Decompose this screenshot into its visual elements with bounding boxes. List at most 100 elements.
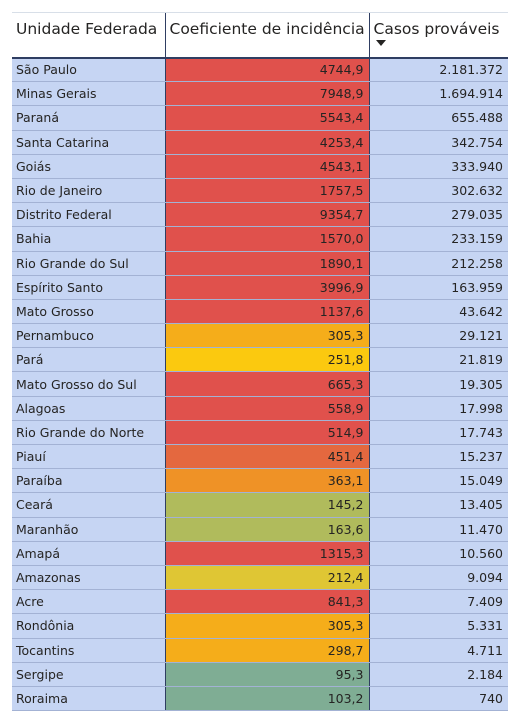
cell-casos: 4.711 (369, 638, 508, 663)
cell-casos: 21.819 (369, 347, 508, 373)
cell-coef: 363,1 (164, 468, 370, 494)
cell-casos: 17.743 (369, 420, 508, 446)
table-row[interactable]: Rondônia 305,3 5.331 (12, 613, 508, 639)
cell-coef: 5543,4 (164, 105, 370, 131)
column-header-uf-label: Unidade Federada (16, 20, 158, 38)
cell-uf: Tocantins (12, 638, 165, 663)
cell-coef: 251,8 (164, 347, 370, 373)
cell-uf: Minas Gerais (12, 81, 165, 107)
cell-coef: 1757,5 (164, 178, 370, 204)
table-row[interactable]: Mato Grosso do Sul 665,3 19.305 (12, 371, 508, 397)
cell-uf: Amapá (12, 541, 165, 566)
cell-uf: Mato Grosso (12, 299, 165, 325)
cell-uf: Mato Grosso do Sul (12, 371, 165, 397)
table-row[interactable]: Roraima 103,2 740 (12, 686, 508, 712)
column-header-casos[interactable]: Casos prováveis (368, 12, 508, 59)
cell-coef: 1315,3 (164, 541, 370, 566)
cell-coef: 3996,9 (164, 275, 370, 300)
table-row[interactable]: Sergipe 95,3 2.184 (12, 662, 508, 687)
cell-coef: 145,2 (164, 492, 370, 518)
cell-coef: 451,4 (164, 444, 370, 470)
cell-casos: 11.470 (369, 517, 508, 542)
column-header-coef-label: Coeficiente de incidência (169, 20, 365, 38)
cell-uf: Maranhão (12, 517, 165, 542)
table-row[interactable]: Rio Grande do Norte 514,9 17.743 (12, 420, 508, 446)
cell-coef: 4744,9 (164, 57, 370, 83)
cell-casos: 9.094 (369, 565, 508, 591)
data-table-visual: Unidade Federada Coeficiente de incidênc… (12, 12, 508, 712)
table-row[interactable]: São Paulo 4744,9 2.181.372 (12, 57, 508, 83)
cell-uf: Roraima (12, 686, 165, 712)
cell-uf: Goiás (12, 154, 165, 179)
table-row[interactable]: Tocantins 298,7 4.711 (12, 638, 508, 663)
cell-uf: Bahia (12, 226, 165, 252)
cell-coef: 4253,4 (164, 130, 370, 155)
table-row[interactable]: Rio Grande do Sul 1890,1 212.258 (12, 251, 508, 276)
cell-uf: Ceará (12, 492, 165, 518)
cell-coef: 163,6 (164, 517, 370, 542)
table-row[interactable]: Espírito Santo 3996,9 163.959 (12, 275, 508, 300)
cell-uf: Pará (12, 347, 165, 373)
column-header-casos-label: Casos prováveis (373, 20, 500, 38)
table-row[interactable]: Bahia 1570,0 233.159 (12, 226, 508, 252)
cell-coef: 1137,6 (164, 299, 370, 325)
cell-uf: Rio Grande do Norte (12, 420, 165, 446)
cell-casos: 29.121 (369, 323, 508, 349)
cell-casos: 233.159 (369, 226, 508, 252)
table-row[interactable]: Maranhão 163,6 11.470 (12, 517, 508, 542)
cell-casos: 163.959 (369, 275, 508, 300)
cell-coef: 103,2 (164, 686, 370, 712)
table-row[interactable]: Ceará 145,2 13.405 (12, 492, 508, 518)
cell-coef: 558,9 (164, 396, 370, 421)
table-row[interactable]: Paraná 5543,4 655.488 (12, 105, 508, 131)
cell-coef: 1570,0 (164, 226, 370, 252)
cell-casos: 740 (369, 686, 508, 712)
cell-coef: 305,3 (164, 613, 370, 639)
table-row[interactable]: Pará 251,8 21.819 (12, 347, 508, 373)
table-row[interactable]: Distrito Federal 9354,7 279.035 (12, 202, 508, 228)
cell-casos: 7.409 (369, 589, 508, 615)
cell-casos: 15.237 (369, 444, 508, 470)
table-row[interactable]: Paraíba 363,1 15.049 (12, 468, 508, 494)
column-header-coef[interactable]: Coeficiente de incidência (164, 12, 369, 59)
cell-coef: 305,3 (164, 323, 370, 349)
cell-uf: Rio de Janeiro (12, 178, 165, 204)
cell-casos: 17.998 (369, 396, 508, 421)
cell-uf: Paraíba (12, 468, 165, 494)
table-row[interactable]: Santa Catarina 4253,4 342.754 (12, 130, 508, 155)
table-row[interactable]: Alagoas 558,9 17.998 (12, 396, 508, 421)
cell-casos: 212.258 (369, 251, 508, 276)
cell-casos: 2.184 (369, 662, 508, 687)
cell-uf: Paraná (12, 105, 165, 131)
cell-casos: 1.694.914 (369, 81, 508, 107)
cell-uf: Rio Grande do Sul (12, 251, 165, 276)
header-row: Unidade Federada Coeficiente de incidênc… (12, 12, 508, 59)
table-row[interactable]: Goiás 4543,1 333.940 (12, 154, 508, 179)
cell-casos: 333.940 (369, 154, 508, 179)
cell-coef: 665,3 (164, 371, 370, 397)
cell-uf: Sergipe (12, 662, 165, 687)
table-row[interactable]: Rio de Janeiro 1757,5 302.632 (12, 178, 508, 204)
cell-uf: Acre (12, 589, 165, 615)
cell-coef: 9354,7 (164, 202, 370, 228)
cell-uf: Pernambuco (12, 323, 165, 349)
cell-coef: 212,4 (164, 565, 370, 591)
table-row[interactable]: Pernambuco 305,3 29.121 (12, 323, 508, 349)
cell-coef: 514,9 (164, 420, 370, 446)
cell-coef: 1890,1 (164, 251, 370, 276)
cell-casos: 43.642 (369, 299, 508, 325)
table-row[interactable]: Amazonas 212,4 9.094 (12, 565, 508, 591)
cell-uf: Alagoas (12, 396, 165, 421)
sort-descending-icon[interactable] (375, 40, 386, 46)
table-row[interactable]: Mato Grosso 1137,6 43.642 (12, 299, 508, 325)
incidence-table: Unidade Federada Coeficiente de incidênc… (12, 12, 508, 712)
cell-uf: Distrito Federal (12, 202, 165, 228)
cell-casos: 302.632 (369, 178, 508, 204)
table-row[interactable]: Amapá 1315,3 10.560 (12, 541, 508, 566)
table-row[interactable]: Minas Gerais 7948,9 1.694.914 (12, 81, 508, 107)
cell-casos: 342.754 (369, 130, 508, 155)
cell-coef: 4543,1 (164, 154, 370, 179)
table-row[interactable]: Acre 841,3 7.409 (12, 589, 508, 615)
table-row[interactable]: Piauí 451,4 15.237 (12, 444, 508, 470)
column-header-uf[interactable]: Unidade Federada (12, 12, 165, 59)
